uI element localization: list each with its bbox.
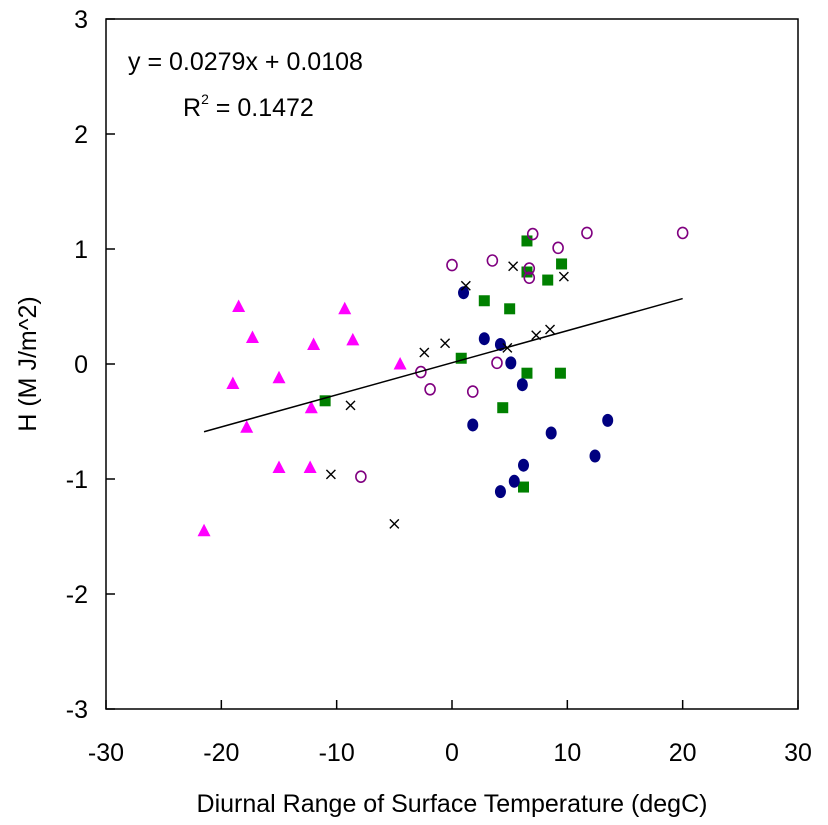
y-axis-ticks: -3 -2 -1 0 1 2 3: [66, 6, 115, 724]
circle-point: [545, 426, 557, 440]
x-point: [325, 469, 336, 480]
triangle-point: [272, 460, 286, 473]
triangle-point: [240, 420, 254, 433]
square-point: [554, 367, 566, 379]
data-points: [197, 226, 689, 537]
circle-point: [505, 356, 517, 370]
circle-point: [467, 418, 479, 432]
x-point: [419, 347, 430, 358]
x-point: [545, 324, 556, 335]
triangle-point: [307, 337, 321, 350]
open-circle-point: [355, 470, 367, 484]
open-circle-point: [486, 254, 499, 267]
triangle-point: [338, 301, 352, 315]
triangle-point: [197, 523, 211, 537]
square-point: [497, 402, 509, 414]
square-point: [478, 295, 490, 307]
x-point: [508, 261, 519, 272]
triangle-point: [346, 332, 360, 346]
circle-point: [518, 458, 530, 472]
x-tick-label: 30: [784, 739, 812, 767]
triangle-point: [226, 376, 240, 390]
r-squared-label: R2 = 0.1472: [183, 91, 314, 122]
y-tick-label: -3: [66, 696, 88, 724]
triangle-point: [304, 400, 318, 414]
triangle-point: [245, 330, 259, 344]
x-point: [389, 518, 400, 529]
open-circle-point: [446, 258, 458, 272]
open-circle-point: [581, 226, 593, 240]
circle-point: [494, 337, 506, 351]
circle-point: [602, 413, 614, 427]
triangle-point: [232, 299, 246, 312]
square-point: [542, 274, 554, 286]
circle-point: [508, 474, 520, 488]
y-tick-label: 3: [74, 6, 88, 34]
trendline: [203, 297, 683, 433]
open-circle-point: [491, 356, 503, 370]
plot-area: [105, 18, 799, 710]
x-tick-label: -10: [319, 739, 355, 767]
triangle-point: [393, 357, 407, 370]
x-tick-label: 20: [669, 739, 697, 767]
y-tick-label: 1: [74, 236, 88, 264]
y-tick-label: 0: [74, 351, 88, 379]
square-point: [455, 352, 467, 364]
open-circle-point: [676, 226, 689, 240]
y-axis-label: H (M J/m^2): [14, 296, 42, 431]
open-circle-point: [466, 385, 479, 398]
x-point: [440, 338, 451, 349]
x-point: [558, 271, 569, 282]
x-tick-label: 0: [445, 739, 459, 767]
circle-point: [458, 286, 470, 300]
trendline-equation: y = 0.0279x + 0.0108: [128, 48, 363, 76]
open-circle-point: [523, 262, 536, 275]
y-tick-label: -1: [66, 466, 88, 494]
open-circle-point: [424, 382, 436, 396]
circle-point: [478, 332, 490, 346]
y-tick-label: -2: [66, 581, 88, 609]
triangle-point: [303, 460, 317, 473]
x-point: [345, 400, 356, 411]
x-point: [460, 280, 471, 291]
open-circle-point: [523, 271, 536, 285]
x-tick-label: -30: [88, 739, 124, 767]
open-circle-point: [526, 227, 539, 241]
circle-point: [516, 378, 528, 392]
triangle-point: [272, 370, 286, 384]
square-point: [521, 367, 533, 379]
square-point: [504, 303, 516, 315]
open-circle-point: [552, 241, 564, 255]
square-point: [319, 395, 331, 407]
y-tick-label: 2: [74, 121, 88, 149]
square-point: [521, 235, 533, 247]
circle-point: [589, 449, 601, 463]
circle-point: [494, 485, 506, 499]
x-axis-ticks: -30 -20 -10 0 10 20 30: [88, 700, 812, 767]
x-axis-label: Diurnal Range of Surface Temperature (de…: [197, 790, 708, 818]
x-tick-label: -20: [203, 739, 239, 767]
x-tick-label: 10: [553, 739, 581, 767]
square-point: [556, 258, 568, 270]
square-point: [518, 481, 530, 493]
